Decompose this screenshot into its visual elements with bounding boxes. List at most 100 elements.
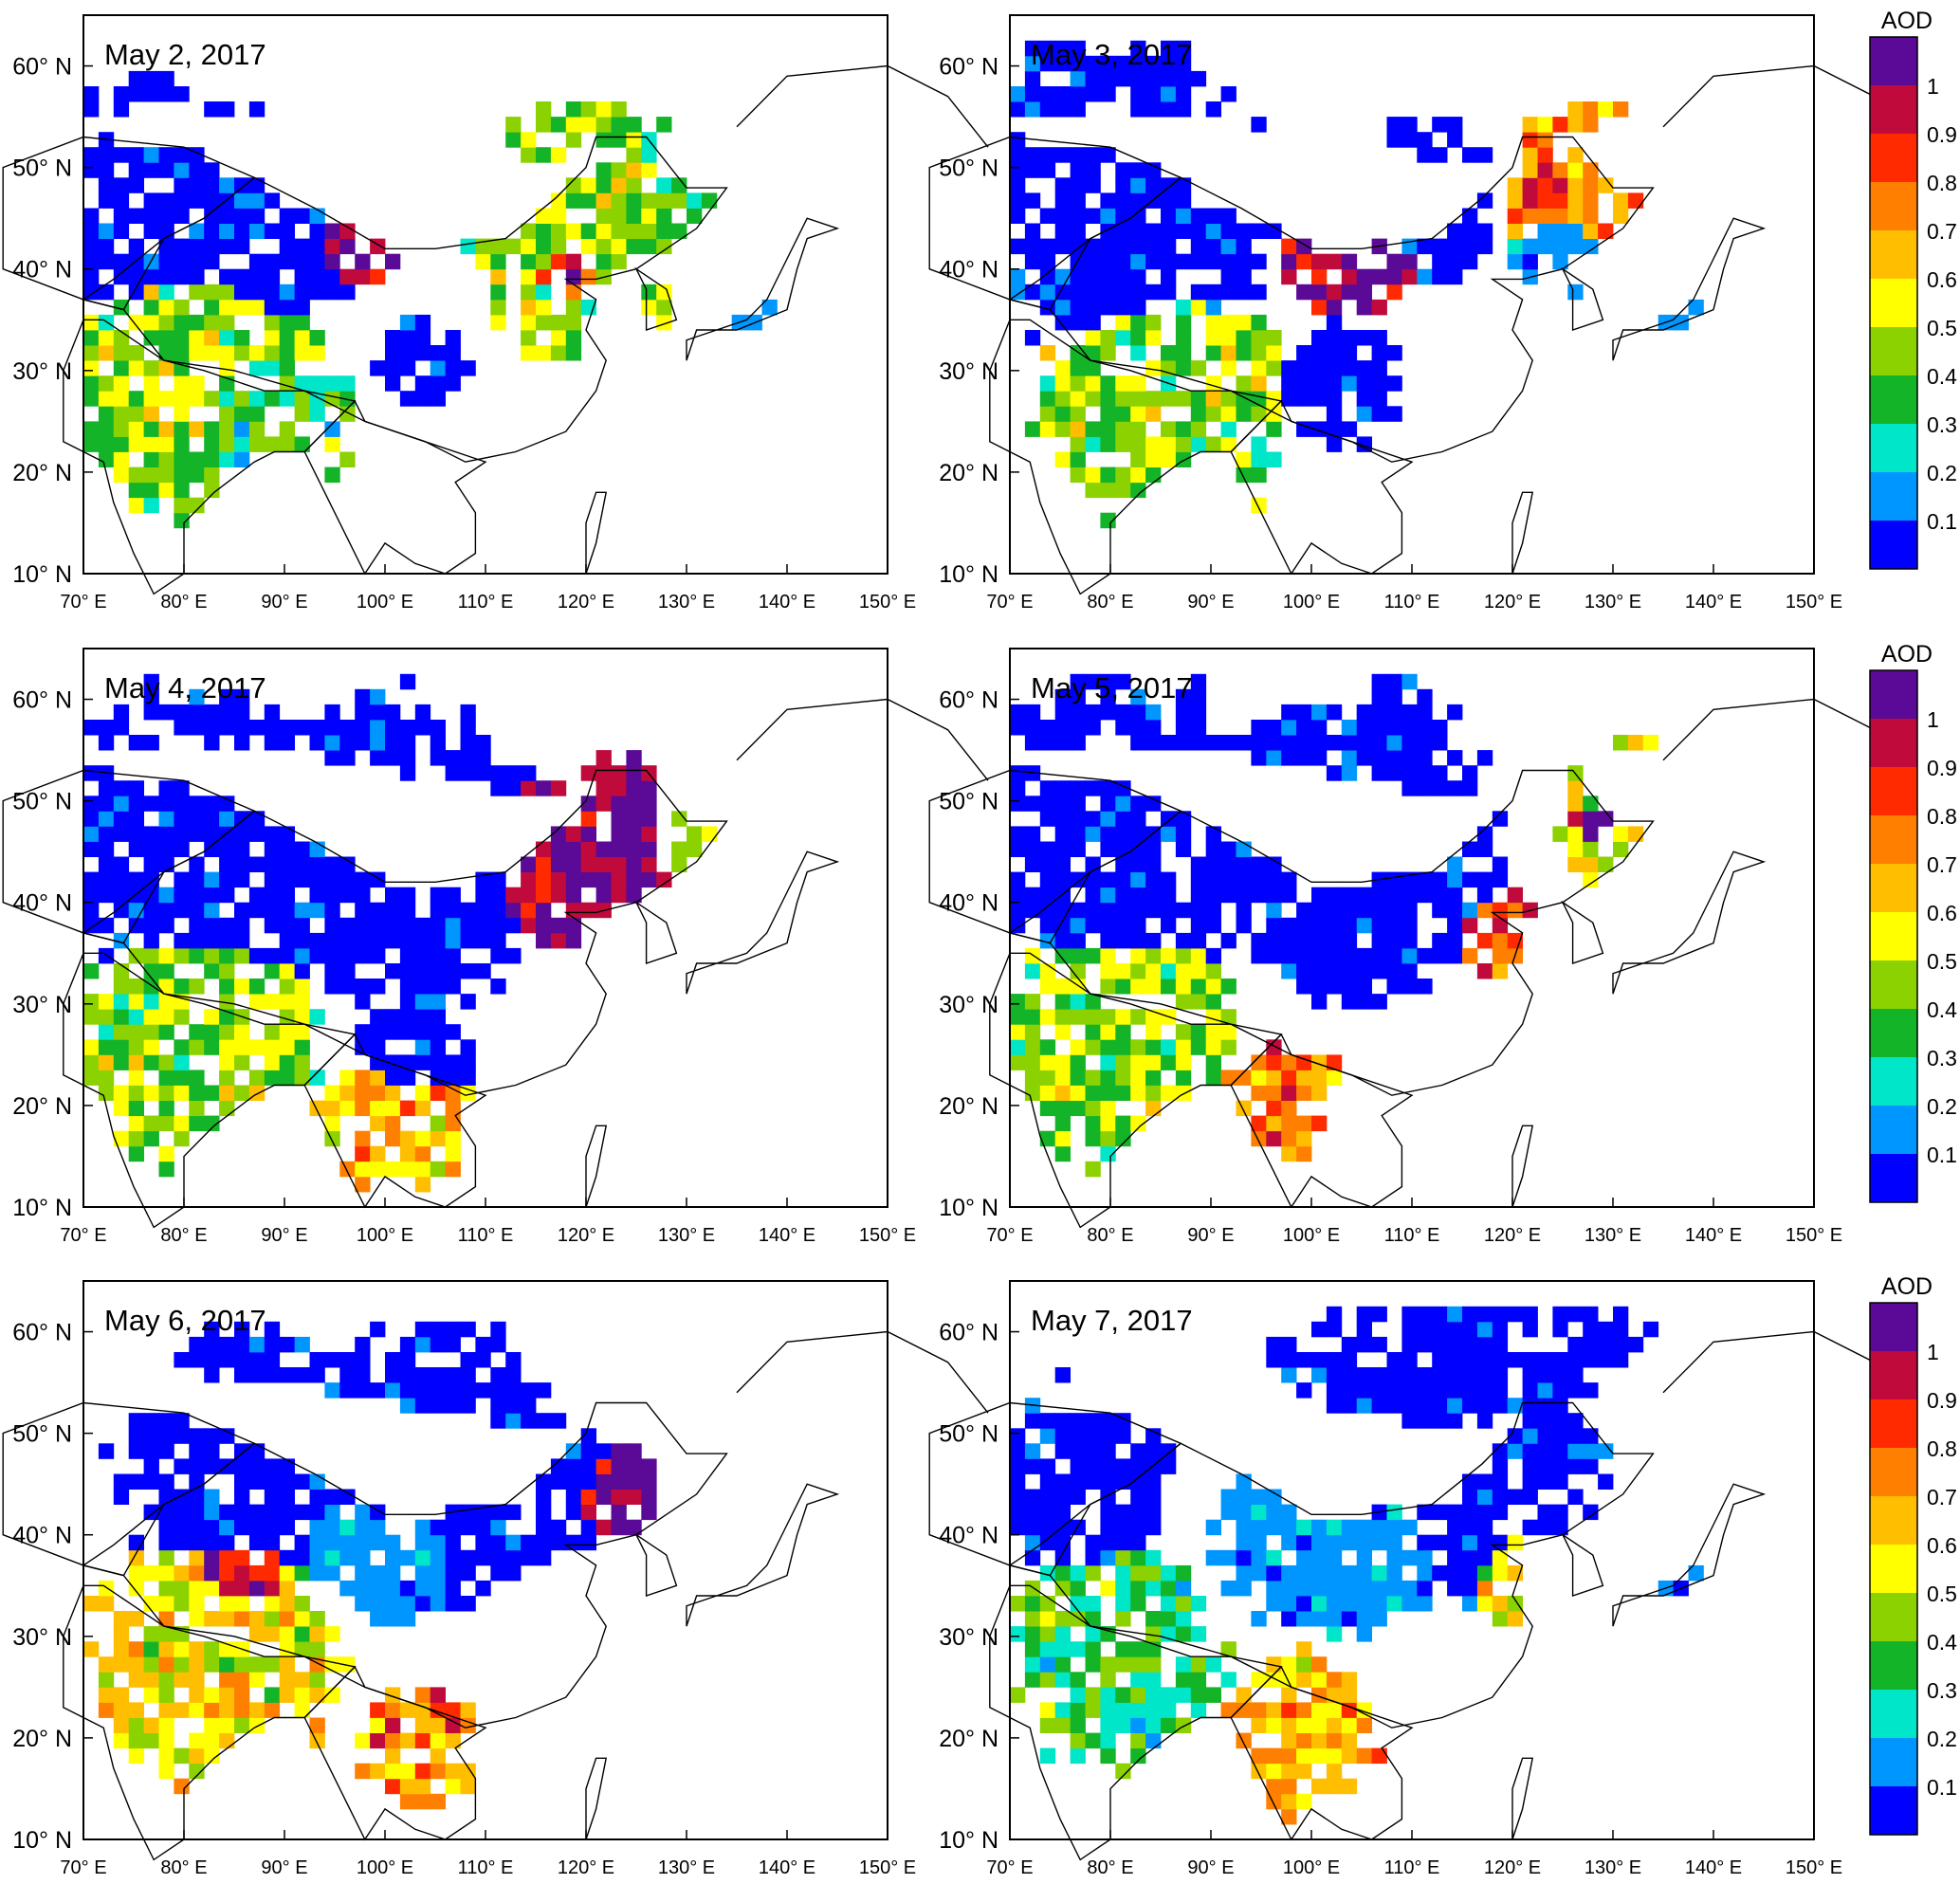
- aod-cell: [1552, 826, 1568, 842]
- aod-cell: [1190, 994, 1207, 1010]
- aod-cell: [264, 1336, 281, 1353]
- aod-cell: [1236, 1473, 1252, 1490]
- aod-cell: [1100, 208, 1116, 224]
- aod-cell: [1024, 284, 1041, 301]
- aod-cell: [1175, 55, 1192, 72]
- aod-cell: [1220, 330, 1236, 346]
- aod-cell: [219, 101, 235, 118]
- aod-cell: [113, 192, 130, 209]
- aod-cell: [1236, 314, 1252, 331]
- aod-cell: [248, 1336, 266, 1353]
- aod-cell: [1145, 841, 1162, 857]
- aod-cell: [98, 887, 115, 904]
- aod-cell: [490, 871, 506, 888]
- aod-cell: [1251, 406, 1267, 422]
- aod-cell: [219, 1549, 235, 1566]
- aod-cell: [1613, 841, 1629, 857]
- aod-cell: [1024, 1024, 1041, 1040]
- aod-cell: [414, 1145, 431, 1162]
- lat-tick-label: 60° N: [12, 54, 72, 81]
- aod-cell: [611, 780, 627, 796]
- aod-cell: [1236, 1687, 1252, 1703]
- aod-cell: [248, 1672, 266, 1688]
- aod-cell: [536, 1519, 552, 1536]
- aod-cell: [204, 330, 220, 346]
- aod-cell: [1281, 735, 1297, 751]
- aod-cell: [294, 1626, 310, 1642]
- aod-cell: [98, 330, 115, 346]
- aod-cell: [355, 688, 371, 705]
- aod-cell: [1236, 1070, 1252, 1086]
- aod-cell: [158, 70, 174, 87]
- aod-cell: [1552, 1321, 1568, 1338]
- aod-cell: [460, 238, 476, 255]
- aod-cell: [1220, 268, 1236, 285]
- aod-cell: [1251, 932, 1267, 949]
- aod-cell: [1492, 1473, 1509, 1490]
- aod-cell: [1552, 162, 1568, 178]
- aod-cell: [385, 1070, 401, 1086]
- aod-cell: [1220, 887, 1236, 904]
- aod-cell: [1522, 192, 1538, 209]
- aod-cell: [414, 1580, 431, 1597]
- lat-tick-label: 10° N: [12, 561, 72, 588]
- aod-cell: [355, 1534, 371, 1551]
- aod-cell: [611, 162, 627, 178]
- aod-cell: [1341, 1687, 1358, 1703]
- aod-cell: [475, 1336, 491, 1353]
- aod-cell: [1326, 1596, 1343, 1612]
- aod-cell: [264, 1321, 281, 1338]
- aod-cell: [1236, 1549, 1252, 1566]
- aod-cell: [1476, 1580, 1493, 1597]
- aod-cell: [189, 177, 205, 193]
- aod-cell: [219, 208, 235, 224]
- aod-cell: [143, 1130, 159, 1147]
- aod-cell: [1266, 735, 1282, 751]
- aod-cell: [1492, 902, 1509, 919]
- aod-cell: [1100, 780, 1116, 796]
- aod-cell: [1054, 917, 1071, 934]
- aod-cell: [324, 223, 340, 239]
- aod-cell: [370, 750, 386, 766]
- aod-cell: [1010, 796, 1026, 812]
- aod-cell: [174, 1458, 190, 1474]
- aod-cell: [1070, 871, 1086, 888]
- aod-cell: [1326, 979, 1343, 995]
- aod-cell: [174, 299, 190, 316]
- aod-cell: [460, 1085, 476, 1101]
- aod-cell: [264, 192, 281, 209]
- aod-cell: [234, 1519, 250, 1536]
- aod-cell: [158, 811, 174, 827]
- aod-cell: [128, 1085, 144, 1101]
- aod-cell: [143, 902, 159, 919]
- aod-cell: [1054, 208, 1071, 224]
- aod-cell: [174, 451, 190, 467]
- aod-cell: [83, 253, 100, 270]
- aod-cell: [1100, 466, 1116, 484]
- colorbar-frame: [1869, 1302, 1918, 1836]
- aod-cell: [1175, 1656, 1192, 1673]
- aod-cell: [1476, 1398, 1493, 1414]
- aod-cell: [1010, 765, 1026, 781]
- aod-cell: [445, 1549, 461, 1566]
- aod-cell: [98, 826, 115, 842]
- aod-cell: [1236, 856, 1252, 872]
- aod-cell: [1567, 208, 1584, 224]
- aod-cell: [1236, 268, 1252, 285]
- aod-cell: [1462, 238, 1478, 255]
- aod-cell: [264, 1534, 281, 1551]
- aod-cell: [1220, 345, 1236, 361]
- aod-cell: [174, 796, 190, 812]
- lat-tick-label: 40° N: [12, 1523, 72, 1549]
- aod-cell: [1462, 841, 1478, 857]
- aod-cell: [1054, 979, 1071, 995]
- aod-cell: [1251, 1611, 1267, 1627]
- aod-cell: [1432, 871, 1448, 888]
- aod-cell: [505, 117, 522, 133]
- aod-cell: [219, 979, 235, 995]
- aod-cell: [1024, 1489, 1041, 1505]
- aod-cell: [1220, 208, 1236, 224]
- aod-cell: [1401, 932, 1418, 949]
- aod-cell: [113, 1024, 130, 1040]
- aod-cell: [1205, 253, 1221, 270]
